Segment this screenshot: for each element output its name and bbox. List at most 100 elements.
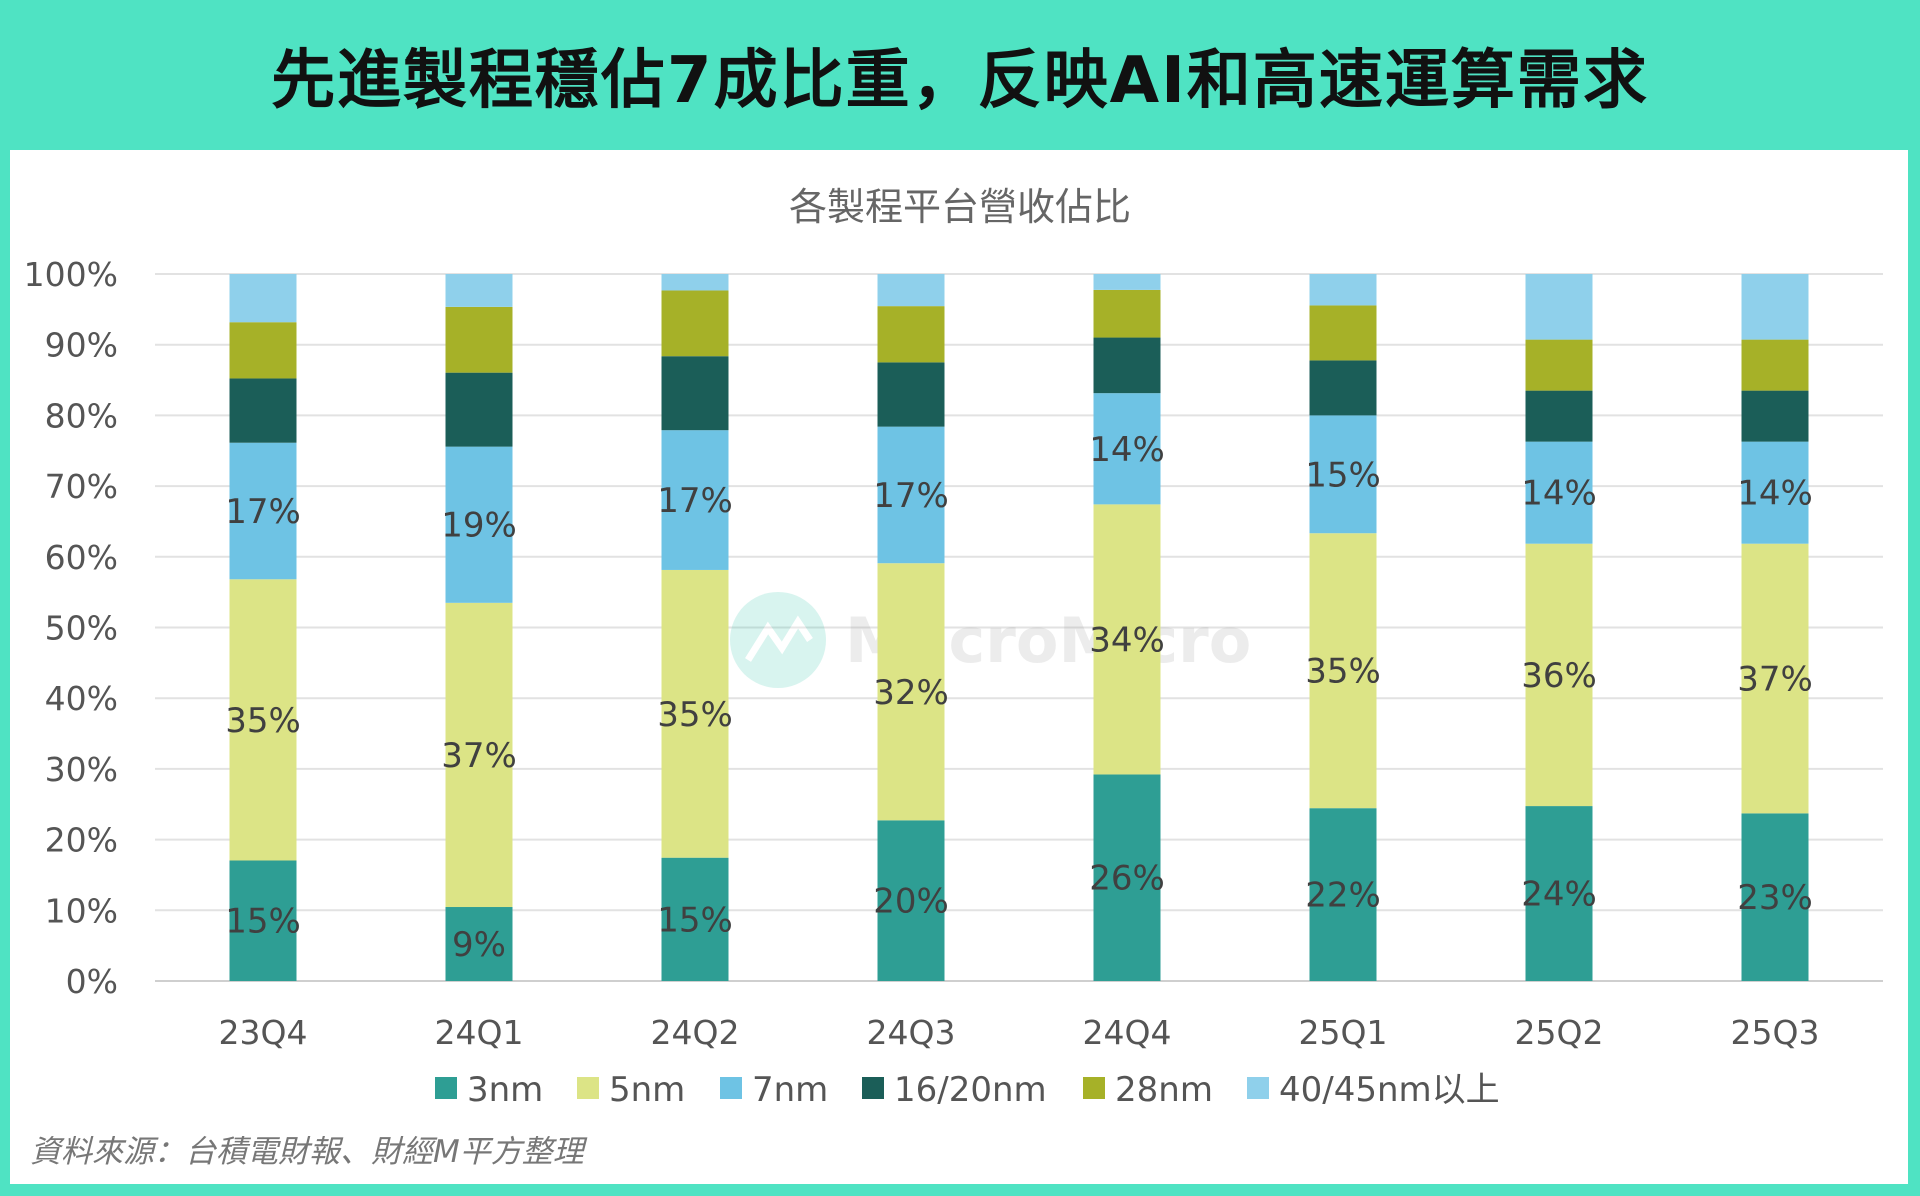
data-label: 14%: [1737, 474, 1813, 514]
legend-swatch: [577, 1077, 599, 1099]
watermark-logo-line: [745, 615, 813, 662]
bar-segment-40/45nm以上: [1309, 274, 1377, 306]
bar-segment-40/45nm以上: [229, 274, 297, 323]
data-label: 15%: [1305, 455, 1381, 495]
data-label: 17%: [873, 476, 949, 516]
bar-segment-7nm: [661, 430, 729, 570]
legend-label: 28nm: [1115, 1070, 1213, 1110]
bar-stack-24Q2: 15% 35% 17%: [657, 274, 733, 981]
bar-segment-5nm: [1741, 543, 1809, 814]
bar-segment-28nm: [1525, 339, 1593, 391]
watermark-logo-icon: [730, 592, 826, 688]
bar-segment-5nm: [877, 563, 945, 821]
legend-item-28nm: 28nm: [1083, 1070, 1213, 1110]
bar-segment-16/20nm: [445, 372, 513, 447]
bar-stack-25Q2: 24% 36% 14%: [1521, 274, 1597, 981]
x-tick-label: 24Q2: [651, 1013, 740, 1052]
bar-segment-28nm: [877, 306, 945, 363]
bar-segment-3nm: [877, 820, 945, 981]
legend-item-5nm: 5nm: [577, 1070, 685, 1110]
bar-segment-5nm: [661, 569, 729, 858]
page-title: 先進製程穩佔7成比重，反映AI和高速運算需求: [271, 44, 1649, 118]
data-label: 15%: [657, 900, 733, 940]
data-label: 9%: [452, 925, 506, 965]
legend-item-40/45nm以上: 40/45nm以上: [1247, 1070, 1500, 1110]
bar-segment-40/45nm以上: [1093, 274, 1161, 290]
legend-swatch: [1247, 1077, 1269, 1099]
data-label: 37%: [441, 736, 517, 776]
bar-segment-3nm: [661, 857, 729, 981]
bar-stack-24Q3: 20% 32% 17%: [873, 274, 949, 981]
data-label: 14%: [1089, 430, 1165, 470]
bar-segment-5nm: [1309, 533, 1377, 809]
bar-segment-3nm: [1741, 813, 1809, 981]
bar-segment-40/45nm以上: [877, 274, 945, 307]
bar-segment-40/45nm以上: [661, 274, 729, 291]
y-tick-label: 0%: [66, 962, 118, 1001]
bar-segment-40/45nm以上: [1741, 274, 1809, 340]
data-label: 35%: [225, 701, 301, 741]
bar-stack-23Q4: 15% 35% 17%: [225, 274, 301, 981]
bar-segment-3nm: [1093, 774, 1161, 981]
bar-segment-3nm: [1525, 806, 1593, 981]
data-label: 17%: [657, 481, 733, 521]
x-tick-label: 24Q1: [435, 1013, 524, 1052]
x-tick-label: 25Q2: [1515, 1013, 1604, 1052]
bar-segment-5nm: [1525, 543, 1593, 807]
bar-segment-3nm: [445, 907, 513, 981]
legend-swatch: [862, 1077, 884, 1099]
bar-stack-25Q3: 23% 37% 14%: [1737, 274, 1813, 981]
data-label: 19%: [441, 506, 517, 546]
y-tick-label: 80%: [45, 396, 118, 435]
bar-segment-28nm: [1309, 305, 1377, 361]
bar-segment-16/20nm: [1093, 337, 1161, 394]
x-tick-label: 25Q3: [1731, 1013, 1820, 1052]
legend-label: 7nm: [752, 1070, 828, 1110]
bar-segment-28nm: [1093, 289, 1161, 338]
bar-segment-40/45nm以上: [1525, 274, 1593, 340]
data-label: 23%: [1737, 878, 1813, 918]
data-label: 35%: [1305, 652, 1381, 692]
bar-segment-3nm: [229, 860, 297, 981]
bar-segment-5nm: [1093, 504, 1161, 775]
bar-segment-7nm: [1093, 393, 1161, 505]
data-label: 35%: [657, 695, 733, 735]
bar-segment-16/20nm: [661, 356, 729, 431]
legend-item-3nm: 3nm: [435, 1070, 543, 1110]
y-tick-label: 50%: [45, 609, 118, 648]
bar-segment-28nm: [229, 322, 297, 379]
watermark: MacroMicro: [730, 592, 1251, 688]
bar-segment-7nm: [1741, 441, 1809, 544]
bar-segment-40/45nm以上: [445, 274, 513, 307]
legend-label: 5nm: [609, 1070, 685, 1110]
x-tick-label: 24Q3: [867, 1013, 956, 1052]
data-label: 20%: [873, 882, 949, 922]
y-tick-label: 10%: [45, 891, 118, 930]
source-note: 資料來源：台積電財報、財經M平方整理: [30, 1134, 588, 1170]
bar-segment-7nm: [229, 442, 297, 580]
data-label: 22%: [1305, 876, 1381, 916]
data-label: 15%: [225, 902, 301, 942]
bar-segment-28nm: [661, 290, 729, 357]
y-tick-label: 30%: [45, 750, 118, 789]
bar-segment-5nm: [229, 579, 297, 861]
bar-segment-16/20nm: [877, 362, 945, 427]
bar-segment-16/20nm: [1309, 360, 1377, 416]
data-label: 17%: [225, 492, 301, 532]
legend-label: 40/45nm以上: [1279, 1070, 1500, 1110]
bar-stack-25Q1: 22% 35% 15%: [1305, 274, 1381, 981]
data-label: 37%: [1737, 660, 1813, 700]
data-label: 26%: [1089, 859, 1165, 899]
bar-segment-7nm: [877, 426, 945, 564]
bar-segment-28nm: [1741, 339, 1809, 391]
y-tick-label: 70%: [45, 467, 118, 506]
bar-stack-24Q1: 9% 37% 19%: [441, 274, 517, 981]
x-tick-label: 23Q4: [219, 1013, 308, 1052]
y-tick-label: 90%: [45, 326, 118, 365]
bar-segment-7nm: [1525, 441, 1593, 544]
legend-swatch: [1083, 1077, 1105, 1099]
bar-segment-16/20nm: [229, 378, 297, 443]
data-label: 34%: [1089, 620, 1165, 660]
bar-segment-3nm: [1309, 808, 1377, 981]
